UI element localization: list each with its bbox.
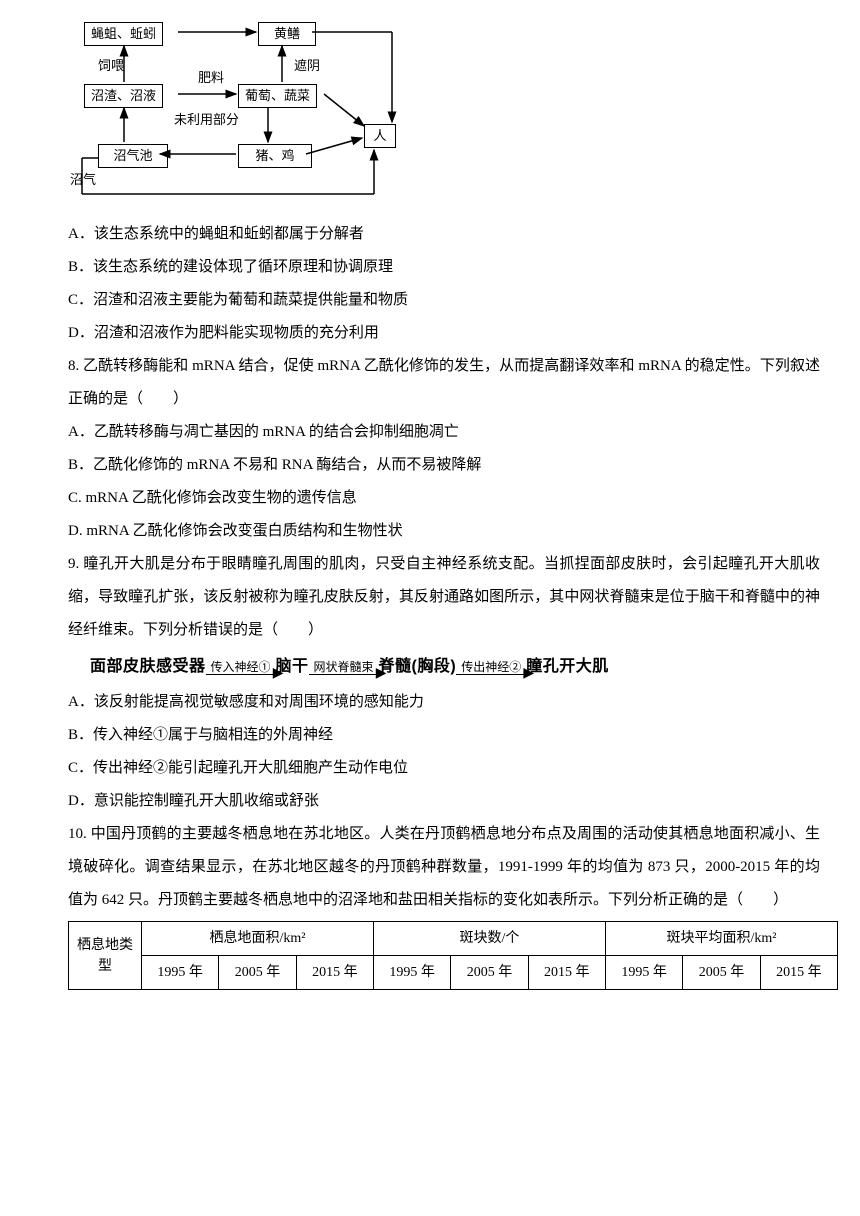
q8-stem: 8. 乙酰转移酶能和 mRNA 结合，促使 mRNA 乙酰化修饰的发生，从而提高… <box>68 350 820 416</box>
q9-opt-a: A．该反射能提高视觉敏感度和对周围环境的感知能力 <box>68 686 820 719</box>
ecosystem-diagram: 蝇蛆、蚯蚓 黄鳝 沼渣、沼液 葡萄、蔬菜 沼气池 猪、鸡 人 饲喂 肥料 遮阴 … <box>68 18 408 208</box>
box-human: 人 <box>364 124 396 148</box>
q9-opt-d: D．意识能控制瞳孔开大肌收缩或舒张 <box>68 785 820 818</box>
reflex-a3: 传出神经② <box>456 660 526 675</box>
label-feed: 饲喂 <box>98 58 124 74</box>
th-avg: 斑块平均面积/km² <box>605 922 837 956</box>
q7-opt-d: D．沼渣和沼液作为肥料能实现物质的充分利用 <box>68 317 820 350</box>
y-2005-2: 2005 年 <box>451 956 528 990</box>
y-1995-1: 1995 年 <box>142 956 219 990</box>
box-residue: 沼渣、沼液 <box>84 84 163 108</box>
reflex-n4: 瞳孔开大肌 <box>526 658 609 675</box>
q8-opt-a: A．乙酰转移酶与凋亡基因的 mRNA 的结合会抑制细胞凋亡 <box>68 416 820 449</box>
box-biogas: 沼气池 <box>98 144 168 168</box>
y-2005-1: 2005 年 <box>219 956 296 990</box>
label-fert: 肥料 <box>198 70 224 86</box>
box-pig: 猪、鸡 <box>238 144 312 168</box>
q8-opt-c: C. mRNA 乙酰化修饰会改变生物的遗传信息 <box>68 482 820 515</box>
y-1995-2: 1995 年 <box>373 956 450 990</box>
label-unused: 未利用部分 <box>174 112 239 128</box>
q7-opt-b: B．该生态系统的建设体现了循环原理和协调原理 <box>68 251 820 284</box>
y-2015-3: 2015 年 <box>760 956 837 990</box>
q7-opt-a: A．该生态系统中的蝇蛆和蚯蚓都属于分解者 <box>68 218 820 251</box>
y-2015-2: 2015 年 <box>528 956 605 990</box>
reflex-n3: 脊髓(胸段) <box>379 658 457 675</box>
reflex-n1: 面部皮肤感受器 <box>90 658 206 675</box>
label-shade: 遮阴 <box>294 58 320 74</box>
q9-opt-b: B．传入神经①属于与脑相连的外周神经 <box>68 719 820 752</box>
reflex-a2: 网状脊髓束 <box>309 660 379 675</box>
q8-opt-b: B．乙酰化修饰的 mRNA 不易和 RNA 酶结合，从而不易被降解 <box>68 449 820 482</box>
box-grape: 葡萄、蔬菜 <box>238 84 317 108</box>
reflex-a1: 传入神经① <box>206 660 276 675</box>
th-patch: 斑块数/个 <box>373 922 605 956</box>
q10-stem: 10. 中国丹顶鹤的主要越冬栖息地在苏北地区。人类在丹顶鹤栖息地分布点及周围的活… <box>68 818 820 917</box>
th-area: 栖息地面积/km² <box>142 922 374 956</box>
box-eel: 黄鳝 <box>258 22 316 46</box>
label-gas: 沼气 <box>70 172 96 188</box>
y-1995-3: 1995 年 <box>605 956 682 990</box>
q9-opt-c: C．传出神经②能引起瞳孔开大肌细胞产生动作电位 <box>68 752 820 785</box>
q9-stem: 9. 瞳孔开大肌是分布于眼睛瞳孔周围的肌肉，只受自主神经系统支配。当抓捏面部皮肤… <box>68 548 820 647</box>
box-worms: 蝇蛆、蚯蚓 <box>84 22 163 46</box>
y-2005-3: 2005 年 <box>683 956 760 990</box>
y-2015-1: 2015 年 <box>296 956 373 990</box>
q7-opt-c: C．沼渣和沼液主要能为葡萄和蔬菜提供能量和物质 <box>68 284 820 317</box>
q8-opt-d: D. mRNA 乙酰化修饰会改变蛋白质结构和生物性状 <box>68 515 820 548</box>
reflex-pathway: 面部皮肤感受器传入神经①▶脑干网状脊髓束▶脊髓(胸段)传出神经②▶瞳孔开大肌 <box>90 647 820 686</box>
th-type: 栖息地类型 <box>69 922 142 990</box>
habitat-table: 栖息地类型 栖息地面积/km² 斑块数/个 斑块平均面积/km² 1995 年 … <box>68 921 838 990</box>
